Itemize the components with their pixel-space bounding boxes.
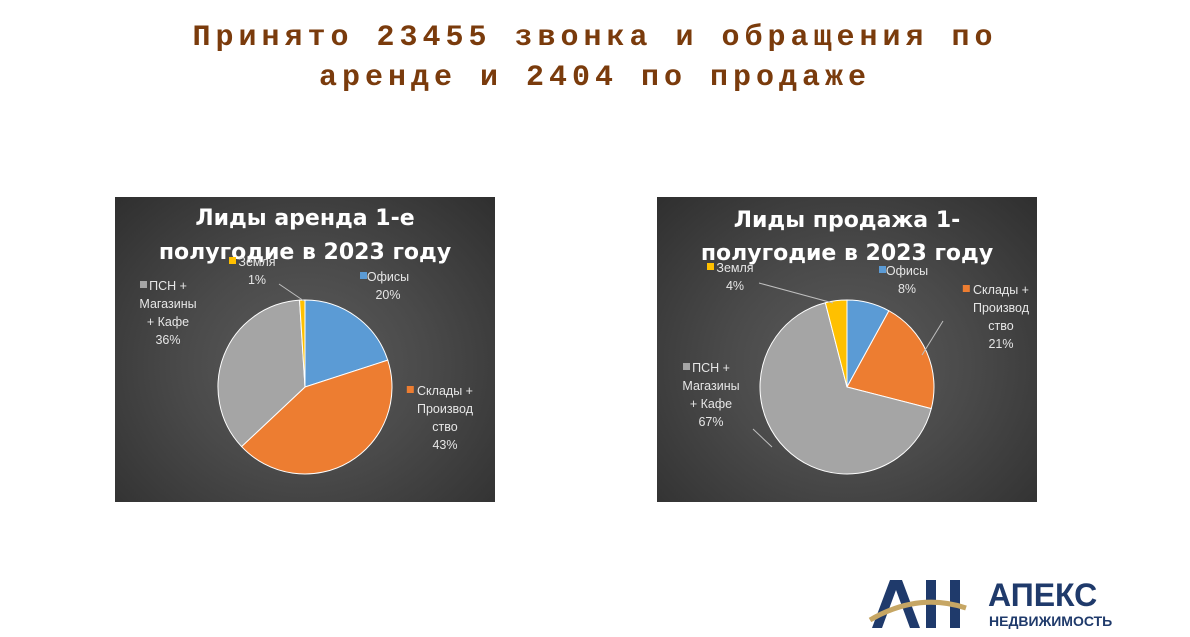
rent-pie-svg: Лиды аренда 1-е полугодие в 2023 году Оф…: [139, 206, 474, 475]
data-label-line: Производ: [973, 301, 1030, 315]
chart-title-line-2: полугодие в 2023 году: [701, 241, 993, 266]
rent-leads-pie-chart: Лиды аренда 1-е полугодие в 2023 году Оф…: [115, 197, 495, 502]
chart-title-line-2: полугодие в 2023 году: [159, 240, 451, 265]
data-label-marker: [140, 281, 147, 288]
data-label-line: ство: [432, 420, 457, 434]
data-label-marker: [229, 257, 236, 264]
data-label-marker: [683, 363, 690, 370]
data-label-line: Производ: [417, 402, 474, 416]
data-label-line: Склады +: [973, 283, 1029, 297]
chart-title-line-1: Лиды продажа 1-: [734, 208, 961, 233]
data-label-line: 36%: [155, 333, 180, 347]
pie-slice-4: [824, 299, 848, 388]
leader-line: [752, 428, 773, 448]
leader-line: [921, 320, 944, 356]
data-label-marker: [707, 263, 714, 270]
data-label-marker: [879, 266, 886, 273]
data-label-line: Офисы: [367, 270, 409, 284]
pie-slice-3: [759, 302, 932, 475]
chart-title-line-1: Лиды аренда 1-е: [195, 206, 414, 231]
data-label-line: Магазины: [682, 379, 739, 393]
data-label-marker: [360, 272, 367, 279]
logo-letter-a-shape: [872, 580, 920, 628]
data-label-line: Земля: [238, 255, 275, 269]
pie-slices: [759, 299, 935, 475]
sale-pie-svg: Лиды продажа 1- полугодие в 2023 году Оф…: [682, 208, 1030, 475]
leader-lines: [752, 282, 944, 448]
data-label-line: 67%: [698, 415, 723, 429]
pie-slice-2: [240, 359, 393, 475]
pie-slice-1: [304, 299, 389, 388]
data-label-line: 43%: [432, 438, 457, 452]
data-label-line: 21%: [988, 337, 1013, 351]
page-title: Принято 23455 звонка и обращения по арен…: [0, 18, 1190, 98]
logo-svg: АПЕКС НЕДВИЖИМОСТЬ: [868, 577, 1112, 629]
data-label-line: Офисы: [886, 264, 928, 278]
data-label-line: 1%: [248, 273, 266, 287]
pie-slice-3: [217, 299, 306, 448]
data-label-3: ПСН + Магазины + Кафе 67%: [682, 361, 739, 429]
logo-letter-n-shape: [926, 580, 960, 628]
leader-lines: [278, 283, 305, 302]
data-label-line: + Кафе: [690, 397, 732, 411]
data-label-line: 20%: [375, 288, 400, 302]
leader-line: [278, 283, 305, 302]
leader-line: [758, 282, 834, 304]
data-labels: Офисы 8% Склады + Производ ство 21% ПСН + Магаз…: [682, 261, 1029, 429]
data-label-2: Склады + Производ ство 21%: [973, 283, 1030, 351]
data-label-line: Склады +: [417, 384, 473, 398]
pie-slice-2: [846, 310, 935, 410]
logo-subtitle: НЕДВИЖИМОСТЬ: [989, 613, 1112, 629]
logo-swoosh: [868, 599, 967, 623]
page-title-line-2: аренде и 2404 по продаже: [318, 61, 872, 95]
apex-logo: АПЕКС НЕДВИЖИМОСТЬ: [868, 572, 1128, 632]
page-title-line-1: Принято 23455 звонка и обращения по: [192, 21, 998, 55]
data-label-4: Земля 1%: [238, 255, 275, 287]
data-label-line: Магазины: [139, 297, 196, 311]
logo-brand: АПЕКС: [988, 577, 1097, 613]
data-label-line: Земля: [716, 261, 753, 275]
data-label-line: ПСН +: [149, 279, 187, 293]
sale-leads-pie-chart: Лиды продажа 1- полугодие в 2023 году Оф…: [657, 197, 1037, 502]
data-labels: Офисы 20% Склады + Производ ство 43% ПСН + Мага…: [139, 255, 473, 452]
data-label-line: + Кафе: [147, 315, 189, 329]
data-label-3: ПСН + Магазины + Кафе 36%: [139, 279, 196, 347]
data-label-line: ство: [988, 319, 1013, 333]
data-label-1: Офисы 20%: [367, 270, 409, 302]
data-label-marker: [406, 386, 414, 393]
data-label-2: Склады + Производ ство 43%: [417, 384, 474, 452]
data-label-1: Офисы 8%: [886, 264, 928, 296]
data-label-4: Земля 4%: [716, 261, 753, 293]
pie-slices: [217, 299, 393, 475]
data-label-line: 8%: [898, 282, 916, 296]
data-label-line: 4%: [726, 279, 744, 293]
data-label-line: ПСН +: [692, 361, 730, 375]
data-label-marker: [962, 285, 970, 292]
